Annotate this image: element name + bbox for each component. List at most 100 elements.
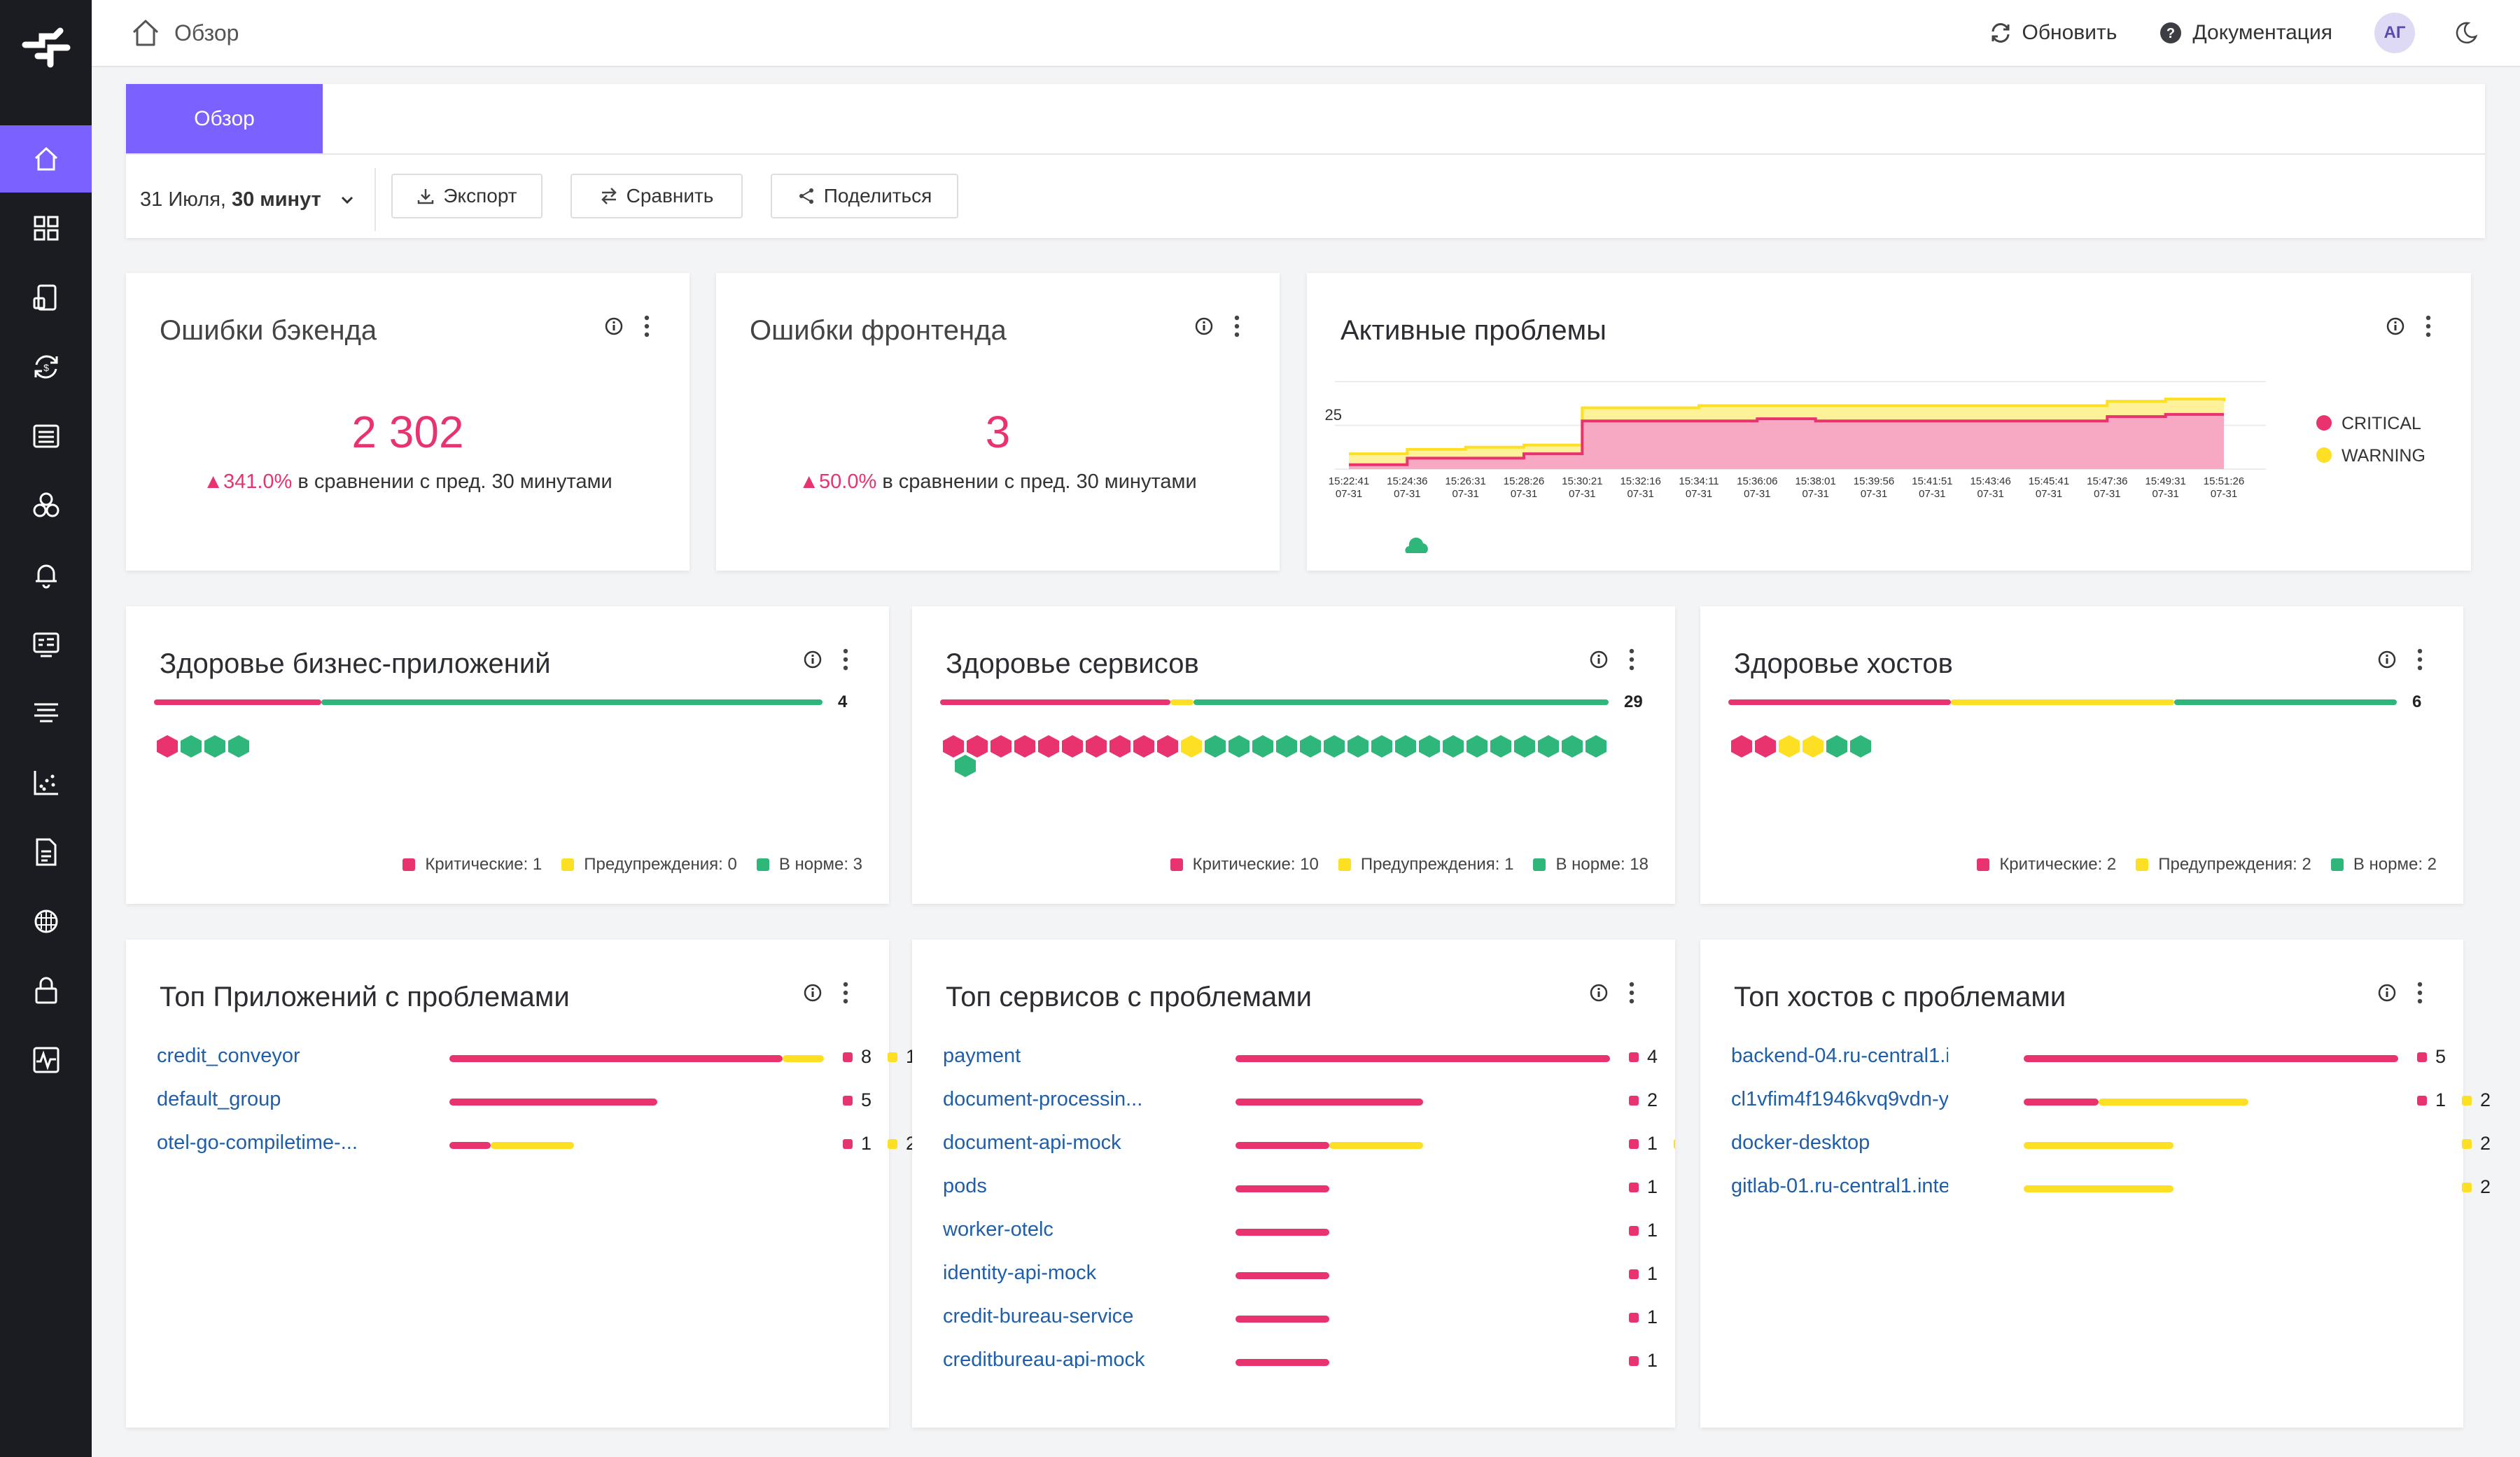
entity-link[interactable]: creditbureau-api-mock xyxy=(943,1348,1145,1368)
entity-hex-ok[interactable] xyxy=(228,735,249,758)
entity-hex-warning[interactable] xyxy=(1779,735,1800,758)
entity-link[interactable]: otel-go-compiletime-... xyxy=(157,1131,358,1154)
entity-hex-ok[interactable] xyxy=(1490,735,1511,758)
entity-hex-critical[interactable] xyxy=(1755,735,1776,758)
table-row[interactable]: gitlab-01.ru-central1.internal 2 xyxy=(1731,1175,2491,1203)
info-icon[interactable] xyxy=(2377,650,2397,669)
entity-hex-critical[interactable] xyxy=(1157,735,1178,758)
entity-link[interactable]: cl1vfim4f1946kvq9vdn-yril.ru-ce... xyxy=(1731,1088,1948,1110)
entity-hex-critical[interactable] xyxy=(943,735,964,758)
entity-hex-ok[interactable] xyxy=(1228,735,1250,758)
table-row[interactable]: document-processin... 2 xyxy=(943,1088,1664,1116)
table-row[interactable]: identity-api-mock 1 xyxy=(943,1262,1664,1290)
logo-icon[interactable] xyxy=(21,21,71,71)
entity-hex-ok[interactable] xyxy=(1586,735,1606,758)
health-bar-ok[interactable] xyxy=(2174,699,2397,705)
entity-hex-ok[interactable] xyxy=(1348,735,1368,758)
entity-hex-critical[interactable] xyxy=(1014,735,1035,758)
compare-button[interactable]: Сравнить xyxy=(570,174,743,218)
entity-link[interactable]: credit_conveyor xyxy=(157,1045,300,1067)
entity-hex-critical[interactable] xyxy=(157,735,178,758)
sidebar-item-home[interactable] xyxy=(0,125,92,193)
table-row[interactable]: credit_conveyor 8 1 xyxy=(157,1045,916,1073)
entity-hex-ok[interactable] xyxy=(1276,735,1297,758)
entity-link[interactable]: gitlab-01.ru-central1.internal xyxy=(1731,1175,1948,1197)
health-bar-ok[interactable] xyxy=(1194,699,1609,705)
entity-hex-critical[interactable] xyxy=(1062,735,1083,758)
table-row[interactable]: docker-desktop 2 xyxy=(1731,1131,2491,1159)
entity-hex-critical[interactable] xyxy=(1086,735,1107,758)
more-icon[interactable] xyxy=(2416,982,2423,1004)
table-row[interactable]: payment 4 xyxy=(943,1045,1664,1073)
entity-hex-warning[interactable] xyxy=(1181,735,1202,758)
table-row[interactable]: worker-otelc 1 xyxy=(943,1218,1664,1246)
entity-link[interactable]: worker-otelc xyxy=(943,1218,1054,1241)
entity-link[interactable]: identity-api-mock xyxy=(943,1262,1097,1284)
info-icon[interactable] xyxy=(1589,650,1609,669)
info-icon[interactable] xyxy=(803,983,822,1003)
info-icon[interactable] xyxy=(2386,316,2405,336)
health-bar-critical[interactable] xyxy=(154,699,321,705)
sidebar-item-monitor[interactable] xyxy=(0,611,92,678)
entity-hex-ok[interactable] xyxy=(1324,735,1345,758)
entity-hex-critical[interactable] xyxy=(1133,735,1154,758)
info-icon[interactable] xyxy=(803,650,822,669)
entity-link[interactable]: document-api-mock xyxy=(943,1131,1121,1154)
table-row[interactable]: document-api-mock 11 xyxy=(943,1131,1675,1159)
more-icon[interactable] xyxy=(2425,315,2432,337)
sidebar-item-services[interactable] xyxy=(0,264,92,331)
entity-link[interactable]: docker-desktop xyxy=(1731,1131,1870,1154)
refresh-button[interactable]: Обновить xyxy=(1989,21,2117,45)
health-bar-ok[interactable] xyxy=(321,699,822,705)
info-icon[interactable] xyxy=(1194,316,1214,336)
table-row[interactable]: default_group 5 xyxy=(157,1088,878,1116)
entity-hex-critical[interactable] xyxy=(1038,735,1059,758)
info-icon[interactable] xyxy=(1589,983,1609,1003)
legend-warning[interactable]: Предупреждения: 0 xyxy=(584,855,737,874)
health-bar-critical[interactable] xyxy=(940,699,1171,705)
info-icon[interactable] xyxy=(604,316,624,336)
entity-hex-ok[interactable] xyxy=(1466,735,1488,758)
table-row[interactable]: pods 1 xyxy=(943,1175,1664,1203)
entity-hex-ok[interactable] xyxy=(1371,735,1392,758)
entity-hex-ok[interactable] xyxy=(181,735,202,758)
entity-link[interactable]: payment xyxy=(943,1045,1021,1067)
legend-warning[interactable]: Предупреждения: 2 xyxy=(2158,855,2311,874)
sidebar-item-brain[interactable] xyxy=(0,888,92,955)
entity-hex-ok[interactable] xyxy=(1826,735,1847,758)
share-button[interactable]: Поделиться xyxy=(771,174,958,218)
table-row[interactable]: credit-bureau-service 1 xyxy=(943,1305,1664,1333)
legend-ok[interactable]: В норме: 2 xyxy=(2353,855,2437,874)
entity-hex-ok[interactable] xyxy=(1538,735,1559,758)
entity-hex-ok[interactable] xyxy=(1850,735,1871,758)
tab-overview[interactable]: Обзор xyxy=(126,84,323,153)
legend-ok[interactable]: В норме: 3 xyxy=(778,855,862,874)
sidebar-item-grid[interactable] xyxy=(0,195,92,262)
avatar[interactable]: АГ xyxy=(2374,13,2415,53)
active-problems-chart[interactable]: 2515:22:4107-3115:24:3607-3115:26:3107-3… xyxy=(1307,273,2471,571)
sidebar-item-lock[interactable] xyxy=(0,957,92,1024)
health-bar-warning[interactable] xyxy=(1170,699,1194,705)
entity-link[interactable]: backend-04.ru-central1.internal xyxy=(1731,1045,1948,1067)
more-icon[interactable] xyxy=(842,982,849,1004)
sidebar-item-document[interactable] xyxy=(0,818,92,886)
entity-hex-ok[interactable] xyxy=(1443,735,1464,758)
entity-link[interactable]: default_group xyxy=(157,1088,281,1110)
more-icon[interactable] xyxy=(1233,315,1240,337)
health-bar-critical[interactable] xyxy=(1728,699,1952,705)
legend-critical[interactable]: Критические: 2 xyxy=(1999,855,2117,874)
sidebar-item-scatter[interactable] xyxy=(0,749,92,816)
legend-label-critical[interactable]: CRITICAL xyxy=(2342,414,2421,433)
export-button[interactable]: Экспорт xyxy=(391,174,542,218)
moon-icon[interactable] xyxy=(2454,21,2478,45)
sidebar-item-stack[interactable] xyxy=(0,680,92,747)
entity-link[interactable]: document-processin... xyxy=(943,1088,1143,1110)
more-icon[interactable] xyxy=(2416,648,2423,671)
sidebar-item-bell[interactable] xyxy=(0,541,92,608)
entity-link[interactable]: pods xyxy=(943,1175,987,1197)
sidebar-item-hosts[interactable] xyxy=(0,472,92,539)
more-icon[interactable] xyxy=(1628,982,1635,1004)
entity-hex-warning[interactable] xyxy=(1802,735,1823,758)
legend-ok[interactable]: В норме: 18 xyxy=(1555,855,1648,874)
entity-hex-ok[interactable] xyxy=(1419,735,1440,758)
